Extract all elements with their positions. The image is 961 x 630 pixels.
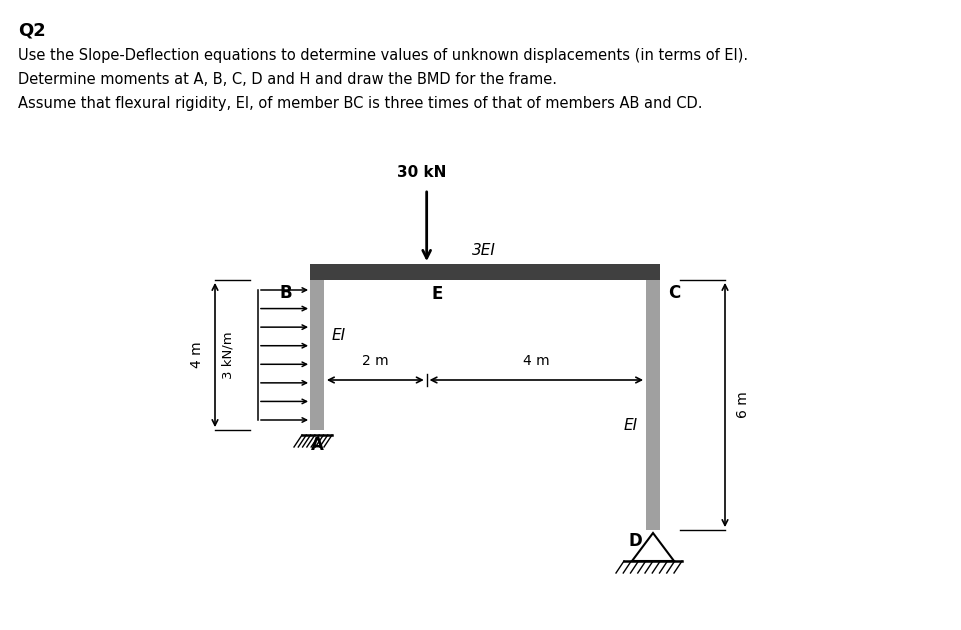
Text: 6 m: 6 m: [736, 392, 750, 418]
Text: EI: EI: [624, 418, 638, 433]
Polygon shape: [632, 533, 674, 561]
Text: A: A: [310, 436, 324, 454]
Text: Assume that flexural rigidity, EI, of member BC is three times of that of member: Assume that flexural rigidity, EI, of me…: [18, 96, 702, 111]
Text: Determine moments at A, B, C, D and H and draw the BMD for the frame.: Determine moments at A, B, C, D and H an…: [18, 72, 557, 87]
Bar: [646, 280, 660, 530]
Text: E: E: [431, 285, 443, 303]
Text: D: D: [628, 532, 642, 550]
Text: B: B: [280, 284, 292, 302]
Text: 3EI: 3EI: [472, 243, 496, 258]
Text: 30 kN: 30 kN: [397, 165, 446, 180]
Text: Q2: Q2: [18, 22, 46, 40]
Text: Use the Slope-Deflection equations to determine values of unknown displacements : Use the Slope-Deflection equations to de…: [18, 48, 748, 63]
Bar: [310, 264, 660, 280]
Bar: [310, 280, 324, 430]
Text: 2 m: 2 m: [362, 354, 388, 368]
Text: C: C: [668, 284, 680, 302]
Text: EI: EI: [332, 328, 346, 343]
Text: 4 m: 4 m: [523, 354, 550, 368]
Text: 4 m: 4 m: [190, 341, 204, 369]
Text: 3 kN/m: 3 kN/m: [221, 331, 234, 379]
